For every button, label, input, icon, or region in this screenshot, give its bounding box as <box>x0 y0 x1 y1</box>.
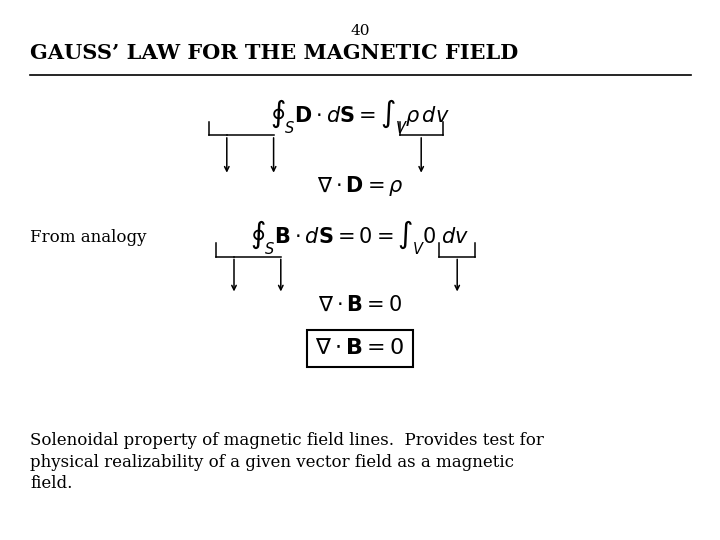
Text: field.: field. <box>30 475 73 492</box>
Text: GAUSS’ LAW FOR THE MAGNETIC FIELD: GAUSS’ LAW FOR THE MAGNETIC FIELD <box>30 43 518 63</box>
Text: $\nabla \cdot \mathbf{B} = 0$: $\nabla \cdot \mathbf{B} = 0$ <box>318 295 402 315</box>
Text: From analogy: From analogy <box>30 229 147 246</box>
Text: $\nabla \cdot \mathbf{B} = 0$: $\nabla \cdot \mathbf{B} = 0$ <box>315 338 405 359</box>
Text: $\oint_S \mathbf{B} \cdot d\mathbf{S} = 0 = \int_V 0\; dv$: $\oint_S \mathbf{B} \cdot d\mathbf{S} = … <box>251 218 469 257</box>
Text: 40: 40 <box>350 24 370 38</box>
Text: $\nabla \cdot \mathbf{D} = \rho$: $\nabla \cdot \mathbf{D} = \rho$ <box>317 174 403 198</box>
Text: physical realizability of a given vector field as a magnetic: physical realizability of a given vector… <box>30 454 514 470</box>
Text: Solenoidal property of magnetic field lines.  Provides test for: Solenoidal property of magnetic field li… <box>30 432 544 449</box>
Text: $\oint_S \mathbf{D} \cdot d\mathbf{S} = \int_V \rho\, dv$: $\oint_S \mathbf{D} \cdot d\mathbf{S} = … <box>270 97 450 136</box>
